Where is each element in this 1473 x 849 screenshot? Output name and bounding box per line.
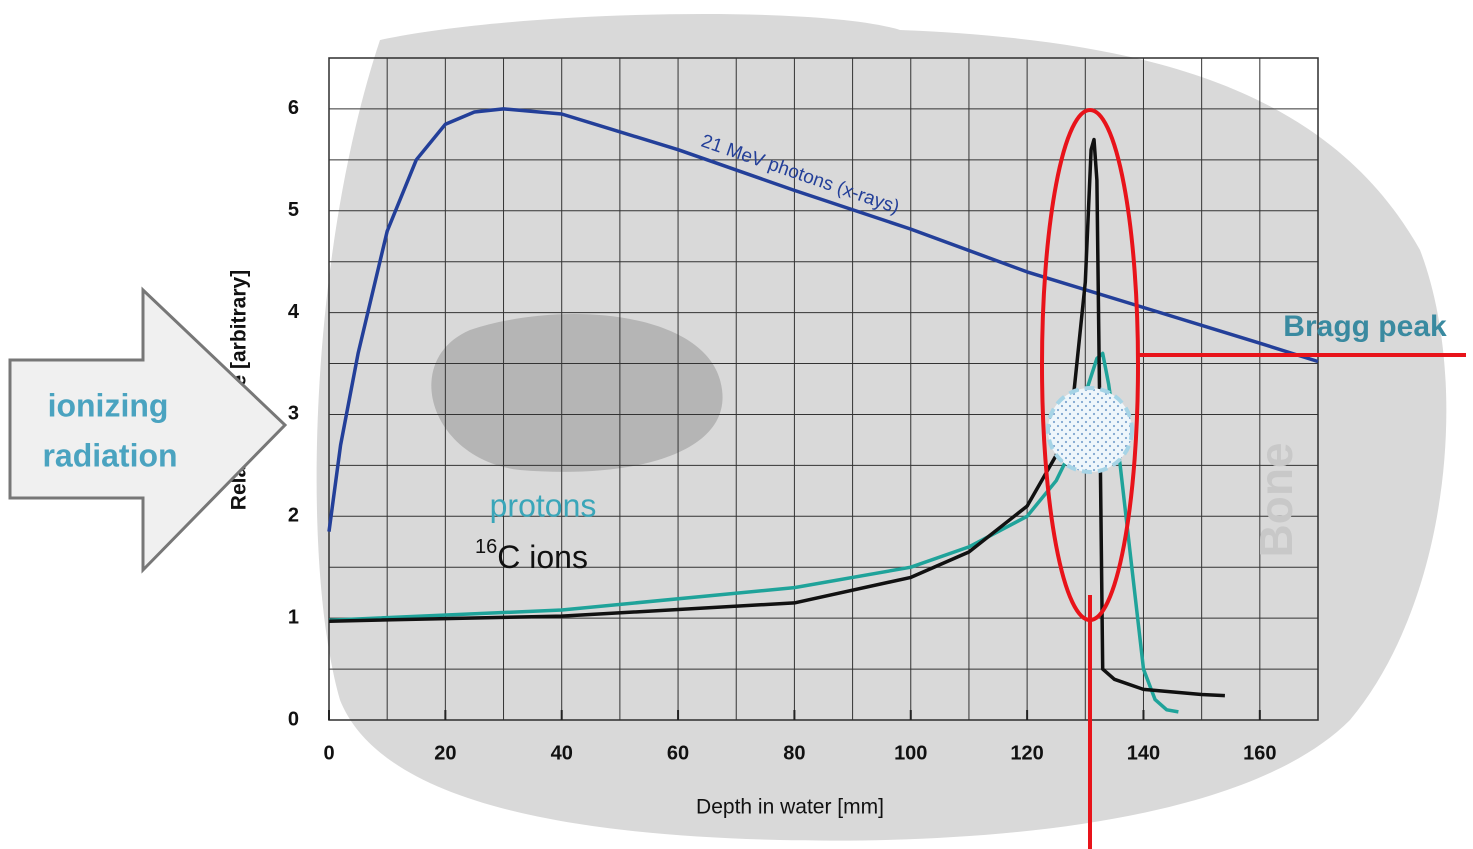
bragg-peak-label: Bragg peak [1283,310,1447,343]
y-tick-label: 5 [288,199,299,221]
x-tick-label: 40 [551,742,573,764]
y-tick-label: 2 [288,505,299,527]
x-tick-label: 0 [323,742,334,764]
tumor [1046,386,1134,474]
y-tick-label: 6 [288,97,299,119]
series-line [328,137,1225,698]
x-tick-label: 80 [783,742,805,764]
arrow-label: ionizing [48,387,169,423]
head-scan-background [316,13,1447,841]
x-tick-label: 20 [434,742,456,764]
radiation-arrow [8,286,288,574]
series-line [328,351,1179,714]
y-tick-label: 3 [288,403,299,425]
superscript: 16 [475,536,497,558]
series-label: protons [490,487,597,523]
scan-structure [431,314,723,472]
x-tick-label: 60 [667,742,689,764]
y-tick-label: 4 [288,301,300,323]
x-axis-label: Depth in water [mm] [696,796,884,819]
y-tick-label: 0 [288,708,299,730]
x-tick-label: 160 [1243,742,1276,764]
y-tick-label: 1 [288,606,299,628]
series-label: 16C ions [475,536,588,575]
x-tick-label: 120 [1010,742,1043,764]
ion-name: C ions [497,539,588,575]
bone-label: Bone [1250,443,1302,558]
x-tick-label: 100 [894,742,927,764]
arrow-label: radiation [42,437,177,473]
x-tick-label: 140 [1127,742,1160,764]
